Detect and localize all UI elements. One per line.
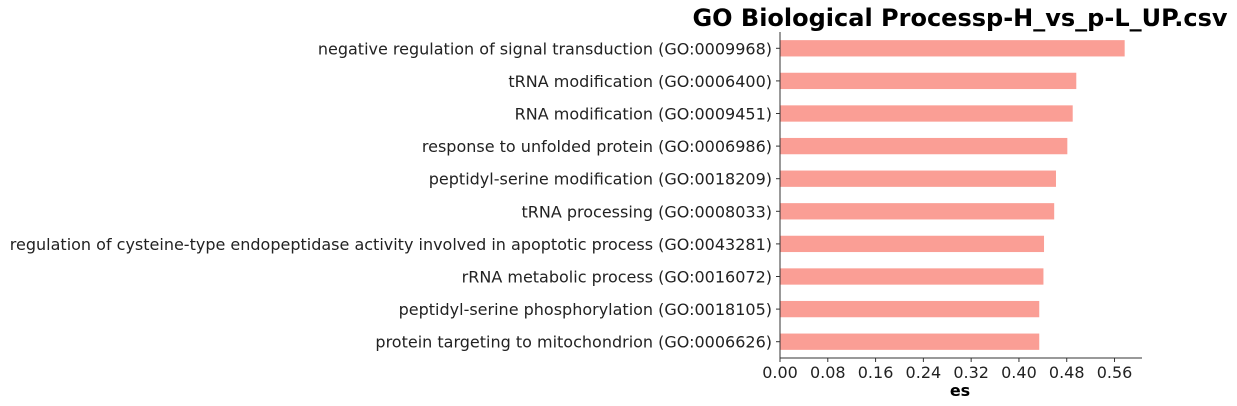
bar	[780, 72, 1077, 90]
bars-group	[780, 40, 1125, 350]
x-tick-label: 0.56	[1097, 363, 1133, 382]
category-label: RNA modification (GO:0009451)	[515, 105, 772, 124]
x-tick-label: 0.24	[906, 363, 942, 382]
category-label: response to unfolded protein (GO:0006986…	[422, 137, 772, 156]
bar	[780, 235, 1045, 253]
bar	[780, 333, 1040, 350]
category-label: negative regulation of signal transducti…	[318, 39, 772, 58]
x-tick-label: 0.32	[953, 363, 989, 382]
bar	[780, 170, 1056, 187]
category-labels: negative regulation of signal transducti…	[10, 39, 780, 352]
chart-title: GO Biological Processp-H_vs_p-L_UP.csv	[692, 4, 1227, 32]
bar	[780, 105, 1073, 122]
x-tick-label: 0.08	[810, 363, 846, 382]
category-label: rRNA metabolic process (GO:0016072)	[462, 268, 772, 287]
x-tick-label: 0.48	[1049, 363, 1085, 382]
category-label: regulation of cysteine-type endopeptidas…	[10, 235, 772, 254]
category-label: protein targeting to mitochondrion (GO:0…	[375, 333, 772, 352]
bar	[780, 40, 1125, 57]
bar	[780, 300, 1040, 318]
category-label: peptidyl-serine phosphorylation (GO:0018…	[399, 300, 772, 319]
bar	[780, 203, 1055, 220]
category-label: tRNA processing (GO:0008033)	[521, 202, 772, 221]
category-label: peptidyl-serine modification (GO:0018209…	[429, 170, 772, 189]
bar	[780, 137, 1068, 155]
x-tick-label: 0.40	[1001, 363, 1037, 382]
x-tick-label: 0.00	[762, 363, 798, 382]
x-ticks: 0.00 0.08 0.16 0.24 0.32 0.40 0.48 0.56	[762, 358, 1132, 382]
bar	[780, 268, 1044, 285]
x-tick-label: 0.16	[858, 363, 894, 382]
x-axis-label: es	[950, 381, 970, 400]
category-label: tRNA modification (GO:0006400)	[508, 72, 772, 91]
